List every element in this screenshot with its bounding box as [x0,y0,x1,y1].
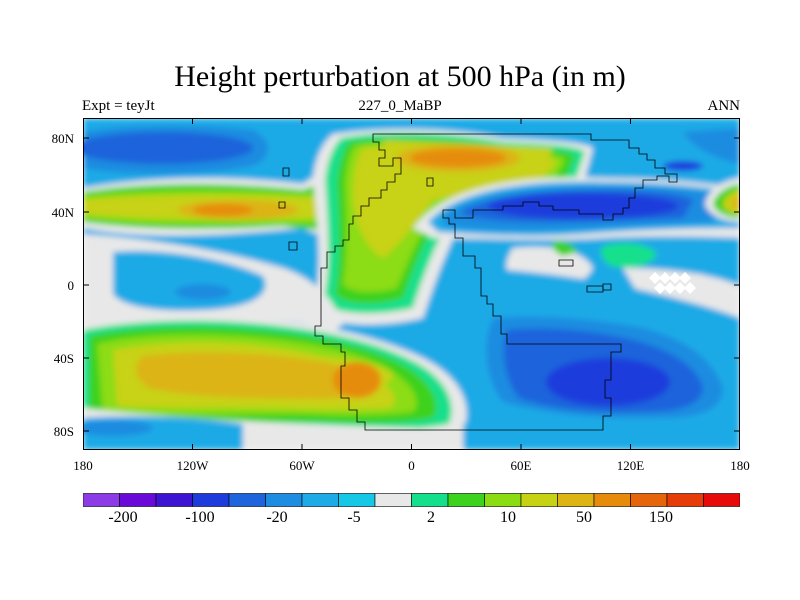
experiment-label: Expt = teyJt [82,98,155,114]
colorbar-label: -5 [347,509,361,526]
colorbar-label: 50 [576,509,592,526]
colorbar-label: 2 [427,509,435,526]
period-label: 227_0_MaBP [358,98,442,114]
colorbar-swatch [593,493,631,507]
colorbar-swatch [557,493,595,507]
continent-outline [278,133,678,431]
colorbar-swatches [83,493,740,507]
colorbar-swatch [411,493,449,507]
colorbar-swatch [447,493,485,507]
lon-label-180e: 180 [730,458,750,473]
lon-label-180w: 180 [73,458,93,473]
colorbar-swatch [703,493,740,507]
lon-label-120w: 120W [176,458,209,473]
colorbar-swatch [192,493,230,507]
colorbar-label: -100 [185,509,215,526]
lon-label-0: 0 [408,458,415,473]
colorbar-swatch [630,493,668,507]
plot-title: Height perturbation at 500 hPa (in m) [174,60,626,93]
colorbar-swatch [374,493,412,507]
stipple-region [649,272,696,294]
colorbar-swatch [265,493,303,507]
colorbar-label: -20 [266,509,288,526]
colorbar-swatch [228,493,266,507]
lat-label-40s: 40S [53,351,74,366]
colorbar-swatch [338,493,376,507]
lat-label-40n: 40N [51,205,74,220]
lon-label-120e: 120E [616,458,645,473]
colorbar [83,493,740,507]
lon-label-60w: 60W [289,458,315,473]
map-panel [83,118,740,450]
lon-label-60e: 60E [510,458,532,473]
contour-map [83,118,740,450]
season-label: ANN [707,98,741,114]
colorbar-swatch [301,493,339,507]
lat-label-eq: 0 [67,278,75,293]
lat-label-80s: 80S [53,424,74,439]
colorbar-label: 150 [649,509,673,526]
colorbar-swatch [666,493,704,507]
colorbar-swatch [520,493,558,507]
height-contours [83,118,740,450]
colorbar-swatch [484,493,522,507]
colorbar-label: -200 [108,509,138,526]
colorbar-swatch [119,493,157,507]
colorbar-swatch [83,493,120,507]
lat-label-80n: 80N [51,131,74,146]
axis-ticks [83,118,740,450]
colorbar-label: 10 [500,509,516,526]
colorbar-swatch [155,493,193,507]
